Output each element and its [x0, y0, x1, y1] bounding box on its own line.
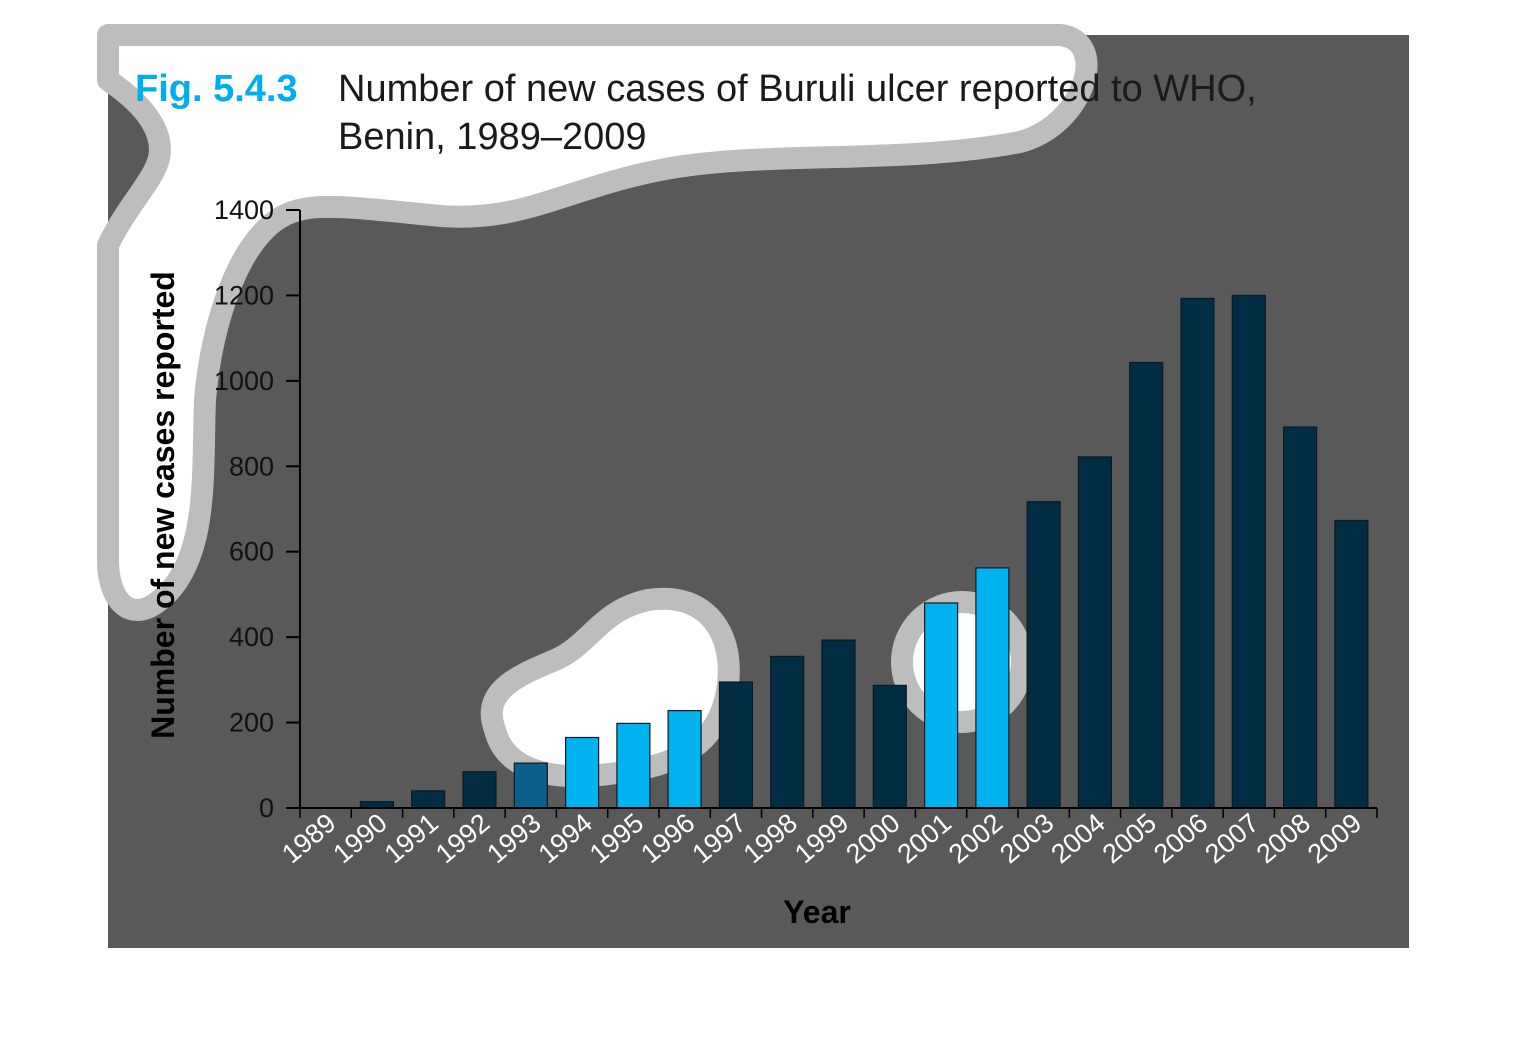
- bar-2002: [975, 567, 1010, 809]
- bar-2007: [1231, 294, 1266, 809]
- bar-1991: [411, 790, 446, 809]
- y-tick-label-600: 600: [229, 537, 274, 567]
- y-tick-label-1200: 1200: [214, 280, 274, 310]
- bar-2009: [1334, 519, 1369, 809]
- axes: [286, 209, 1378, 818]
- figure-title-line1: Number of new cases of Buruli ulcer repo…: [338, 68, 1257, 110]
- title-highlight-blob: [97, 24, 1098, 621]
- bar-2000: [872, 684, 907, 809]
- y-tick-label-400: 400: [229, 622, 274, 652]
- x-axis-title: Year: [783, 894, 851, 930]
- bar-1995: [616, 722, 651, 809]
- bar-1999: [821, 639, 856, 809]
- bar-2006: [1180, 297, 1215, 809]
- bar-1992: [462, 771, 497, 809]
- bar-1997: [718, 681, 754, 809]
- y-tick-label-1400: 1400: [214, 195, 274, 225]
- bar-2001: [923, 602, 959, 809]
- bar-2004: [1077, 456, 1113, 809]
- bar-1996: [667, 709, 702, 809]
- bar-1993: [513, 762, 548, 809]
- figure-label: Fig. 5.4.3: [135, 68, 298, 110]
- bar-2003: [1026, 501, 1061, 809]
- figure-title-line2: Benin, 1989–2009: [338, 116, 647, 158]
- y-tick-label-800: 800: [229, 451, 274, 481]
- y-axis-title: Number of new cases reported: [145, 271, 181, 739]
- y-tick-label-200: 200: [229, 708, 274, 738]
- bar-2008: [1282, 426, 1318, 809]
- bar-1998: [770, 655, 805, 809]
- bar-1994: [564, 736, 600, 809]
- bar-2005: [1129, 361, 1164, 809]
- y-tick-label-1000: 1000: [214, 366, 274, 396]
- y-tick-label-0: 0: [259, 793, 274, 823]
- bar-series: [359, 294, 1369, 809]
